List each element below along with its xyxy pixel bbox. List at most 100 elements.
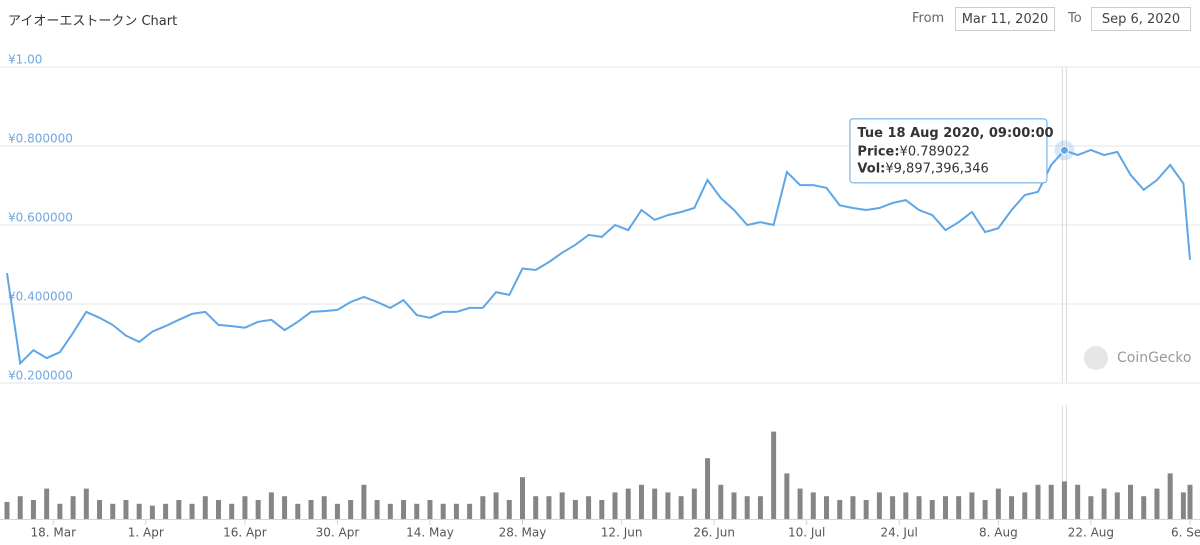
volume-bar	[1167, 473, 1173, 519]
volume-bar	[757, 496, 763, 519]
volume-bar	[387, 503, 393, 519]
volume-bar	[863, 500, 869, 519]
volume-bar	[1075, 484, 1081, 519]
volume-bar	[374, 500, 380, 519]
volume-bar	[572, 500, 578, 519]
volume-bar	[1114, 492, 1120, 519]
volume-bar	[440, 503, 446, 519]
x-tick-label: 18. Mar	[30, 526, 76, 540]
volume-bar	[533, 496, 539, 519]
volume-bar	[282, 496, 288, 519]
volume-bar	[678, 496, 684, 519]
volume-bar	[334, 503, 340, 519]
volume-bar	[890, 496, 896, 519]
volume-bar	[1022, 492, 1028, 519]
from-date-input[interactable]: Mar 11, 2020	[955, 7, 1055, 31]
volume-bar	[638, 484, 644, 519]
volume-bar	[229, 503, 235, 519]
volume-bar	[559, 492, 565, 519]
tooltip-row: Price:¥0.789022	[857, 144, 969, 159]
volume-bar	[718, 484, 724, 519]
volume-bar	[1035, 484, 1041, 519]
volume-bar	[215, 500, 221, 519]
volume-bar	[824, 496, 830, 519]
to-label: To	[1068, 11, 1082, 26]
volume-bar	[1154, 488, 1160, 519]
price-line	[6, 148, 1191, 366]
volume-bar	[44, 488, 50, 519]
volume-bar	[519, 477, 525, 519]
tooltip: Tue 18 Aug 2020, 09:00:00 Price:¥0.789022…	[849, 118, 1054, 184]
volume-bar	[956, 496, 962, 519]
y-tick-label: ¥0.800000	[8, 132, 73, 146]
volume-bar	[176, 500, 182, 519]
to-date-input[interactable]: Sep 6, 2020	[1091, 7, 1191, 31]
volume-bar	[321, 496, 327, 519]
volume-bar	[467, 503, 473, 519]
volume-bar	[903, 492, 909, 519]
volume-bar	[744, 496, 750, 519]
from-label: From	[912, 11, 945, 26]
volume-bar	[295, 503, 301, 519]
volume-bar	[1088, 496, 1094, 519]
x-tick-label: 1. Apr	[128, 526, 164, 540]
volume-bar	[242, 496, 248, 519]
volume-bar	[586, 496, 592, 519]
volume-bar	[652, 488, 658, 519]
volume-bar	[969, 492, 975, 519]
x-tick-label: 26. Jun	[693, 526, 735, 540]
volume-bar	[1128, 484, 1134, 519]
volume-bar	[4, 501, 10, 519]
volume-bar	[110, 503, 116, 519]
volume-bar	[784, 473, 790, 519]
volume-bar	[123, 500, 129, 519]
x-tick-label: 8. Aug	[979, 526, 1018, 540]
watermark-logo	[1084, 346, 1108, 370]
tooltip-row: Vol:¥9,897,396,346	[857, 161, 988, 176]
volume-bar	[1101, 488, 1107, 519]
x-tick-label: 30. Apr	[316, 526, 360, 540]
volume-bar	[797, 488, 803, 519]
volume-bar	[361, 484, 367, 519]
chart-title: アイオーエストークン Chart	[8, 14, 178, 29]
tooltip-value: ¥0.789022	[900, 144, 970, 159]
x-tick-label: 28. May	[499, 526, 547, 540]
volume-bar	[731, 492, 737, 519]
volume-bar	[202, 496, 208, 519]
volume-bar	[810, 492, 816, 519]
volume-bar	[97, 500, 103, 519]
tooltip-key: Vol:	[857, 161, 885, 176]
volume-bar	[850, 496, 856, 519]
y-tick-label: ¥0.600000	[8, 211, 73, 225]
volume-bar	[612, 492, 618, 519]
volume-bar	[625, 488, 631, 519]
volume-bar	[929, 500, 935, 519]
volume-bar	[255, 500, 261, 519]
y-tick-label: ¥1.00	[8, 53, 42, 67]
volume-bar	[348, 500, 354, 519]
volume-bar	[1009, 496, 1015, 519]
x-tick-label: 22. Aug	[1068, 526, 1114, 540]
volume-bar	[1061, 481, 1067, 519]
volume-bar	[57, 503, 63, 519]
volume-bar	[876, 492, 882, 519]
volume-bar	[1141, 496, 1147, 519]
volume-bar	[771, 431, 777, 519]
x-tick-label: 16. Apr	[223, 526, 267, 540]
volume-bar	[83, 488, 89, 519]
volume-bar	[149, 505, 155, 519]
volume-bar	[599, 500, 605, 519]
volume-bar	[837, 500, 843, 519]
volume-bar	[995, 488, 1001, 519]
volume-bar	[546, 496, 552, 519]
x-tick-label: 14. May	[406, 526, 454, 540]
tooltip-date: Tue 18 Aug 2020, 09:00:00	[857, 126, 1053, 141]
volume-bar	[308, 500, 314, 519]
x-tick-label: 10. Jul	[788, 526, 825, 540]
volume-bar	[17, 496, 23, 519]
volume-bar	[665, 492, 671, 519]
tooltip-key: Price:	[857, 144, 899, 159]
volume-bar	[1180, 492, 1186, 519]
x-tick-label: 24. Jul	[881, 526, 918, 540]
x-tick-label: 12. Jun	[601, 526, 643, 540]
